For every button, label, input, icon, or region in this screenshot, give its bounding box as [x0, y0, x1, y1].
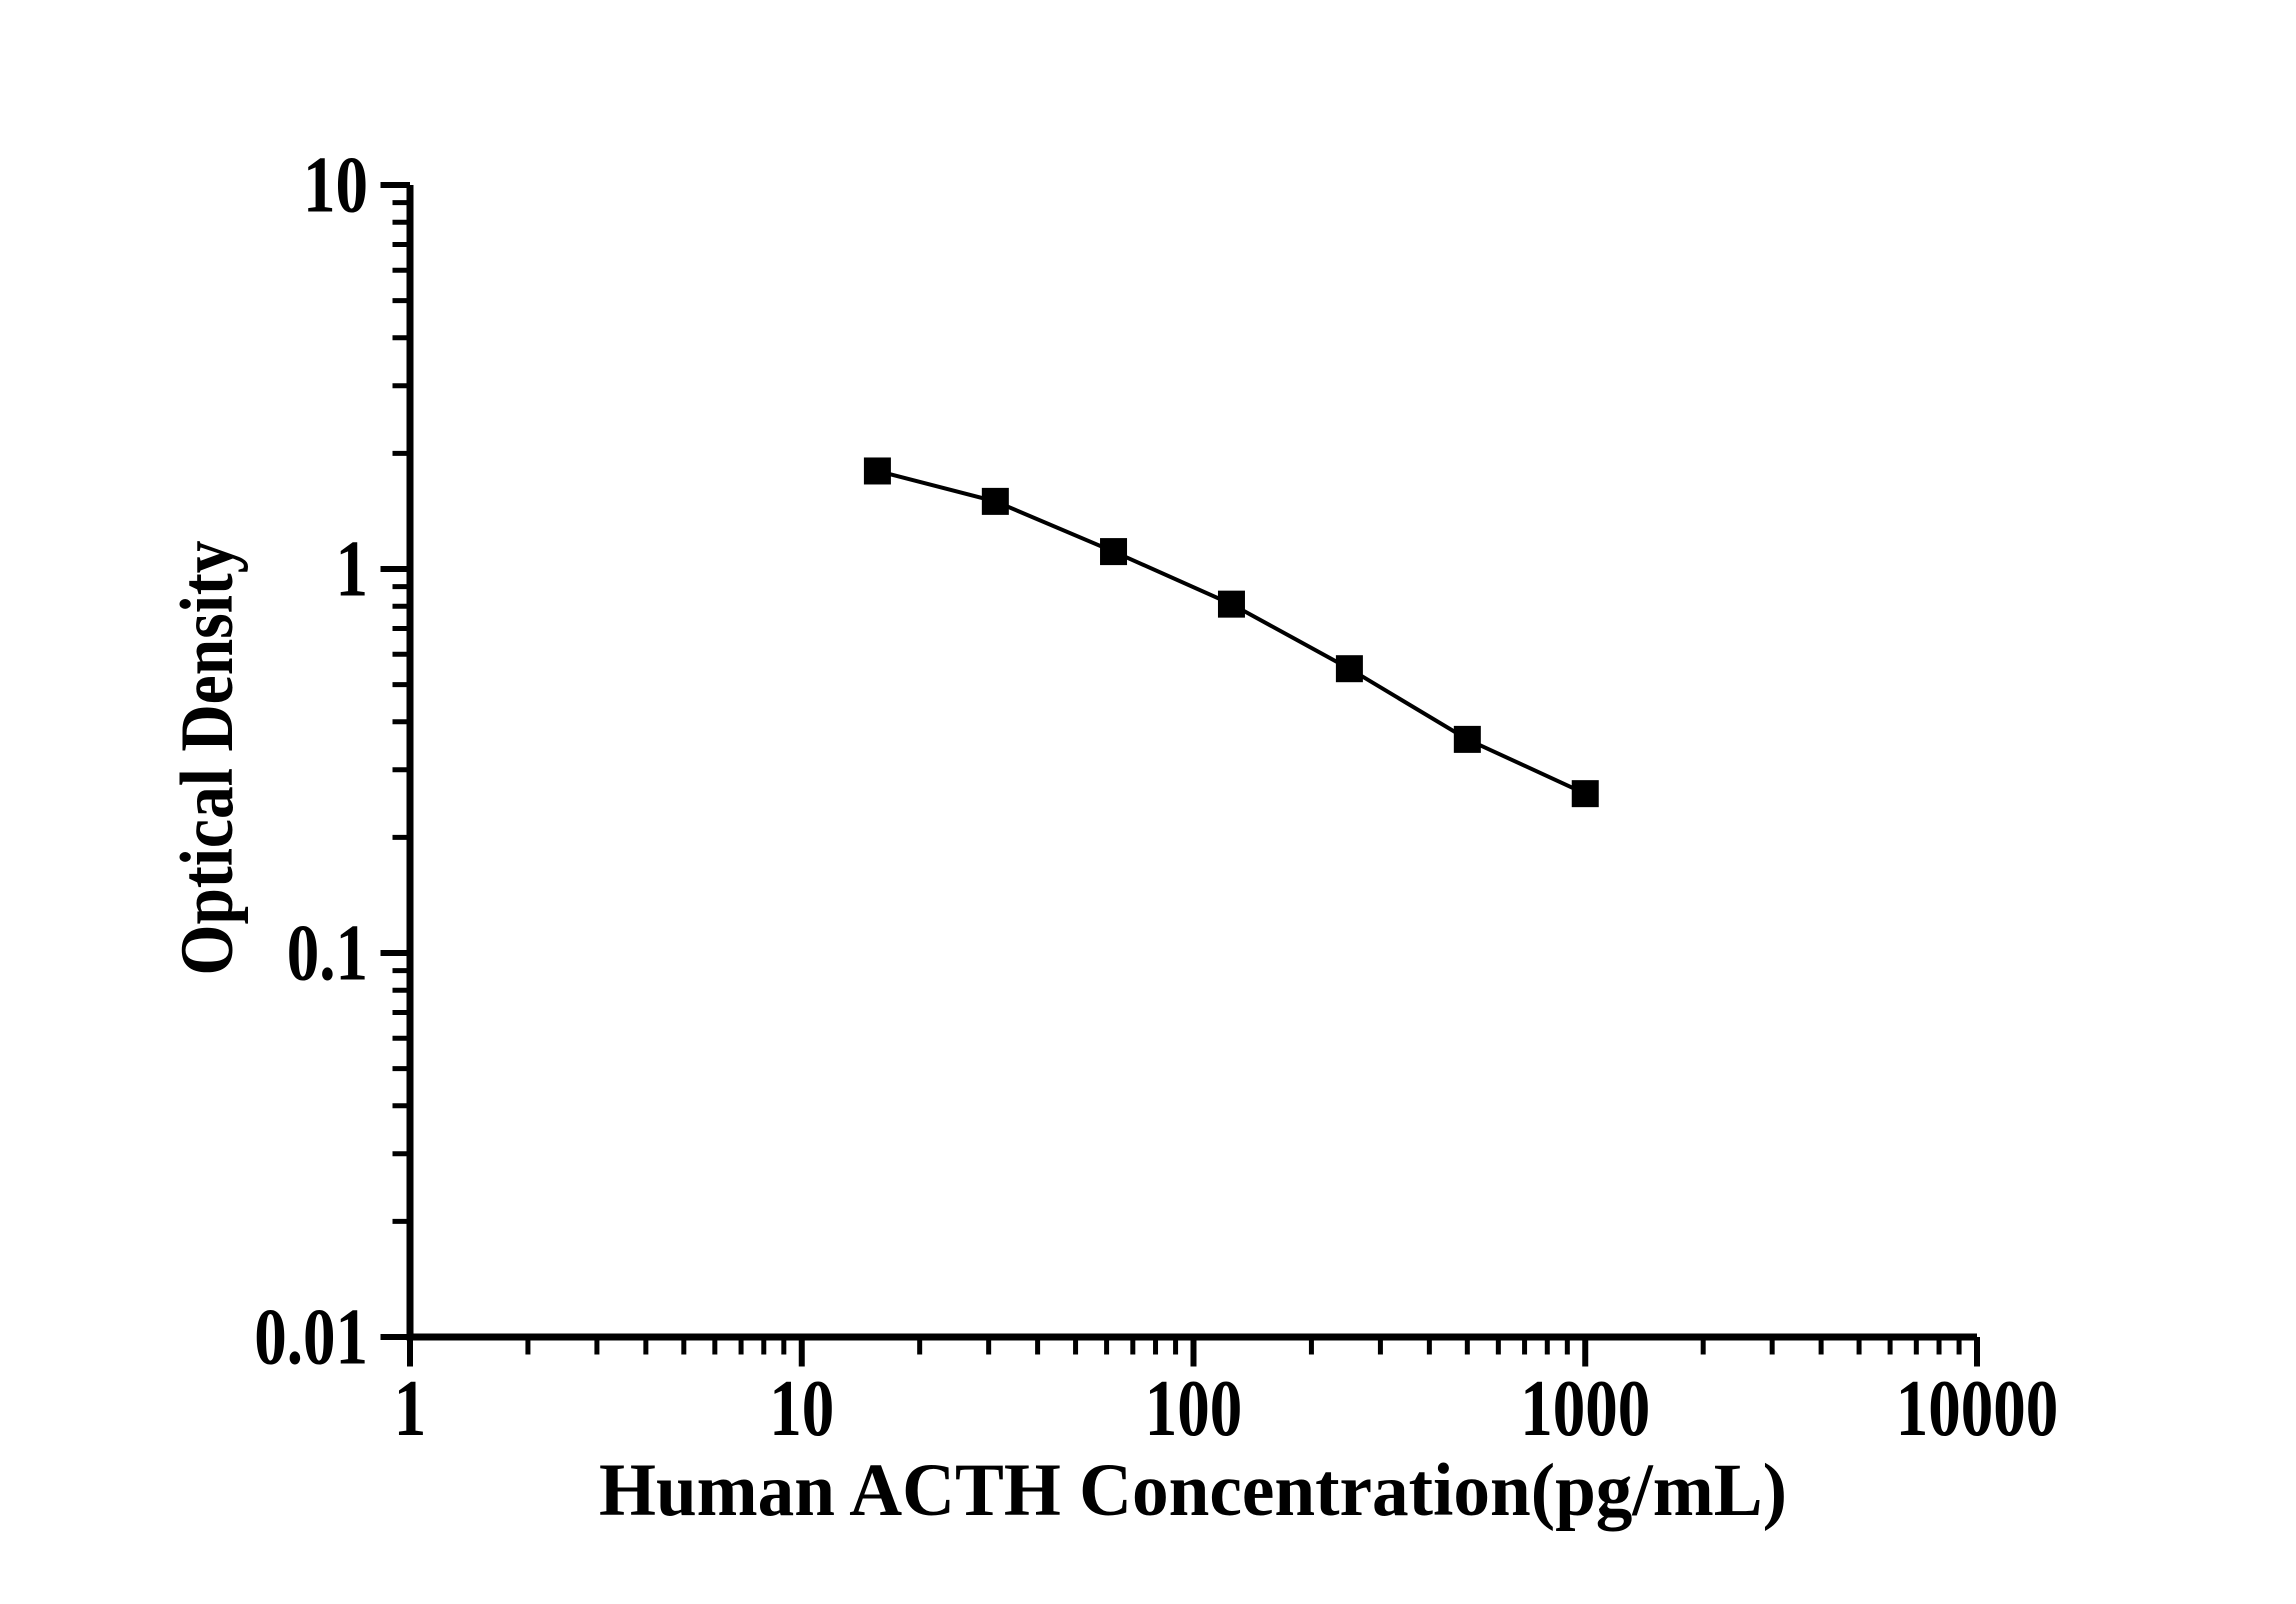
y-axis-tick-label: 1	[336, 526, 369, 614]
y-axis-tick-label: 0.01	[254, 1294, 368, 1382]
y-axis-tick-label: 0.1	[287, 910, 368, 998]
x-axis-tick-label: 1000	[1520, 1365, 1650, 1453]
x-axis-tick-label: 10000	[1896, 1365, 2059, 1453]
x-axis-tick-label: 1	[394, 1365, 427, 1453]
data-point-marker	[1571, 780, 1599, 808]
y-axis-tick-label: 10	[303, 142, 368, 230]
data-point-marker	[1335, 655, 1363, 683]
x-axis-tick-label: 100	[1145, 1365, 1243, 1453]
data-point-marker	[1217, 590, 1245, 618]
x-axis-title: Human ACTH Concentration(pg/mL)	[599, 1449, 1787, 1532]
data-point-marker	[1453, 725, 1481, 753]
plot-area: 1 10 100 1000 10000 0.01 0.1 1 10	[254, 142, 2058, 1454]
data-point-marker	[863, 457, 891, 485]
x-axis-tick-label: 10	[769, 1365, 834, 1453]
data-point-marker	[1100, 538, 1128, 566]
axes-lines	[406, 185, 1977, 1341]
y-axis-title: Optical Density	[166, 541, 249, 976]
data-point-marker	[981, 487, 1009, 515]
